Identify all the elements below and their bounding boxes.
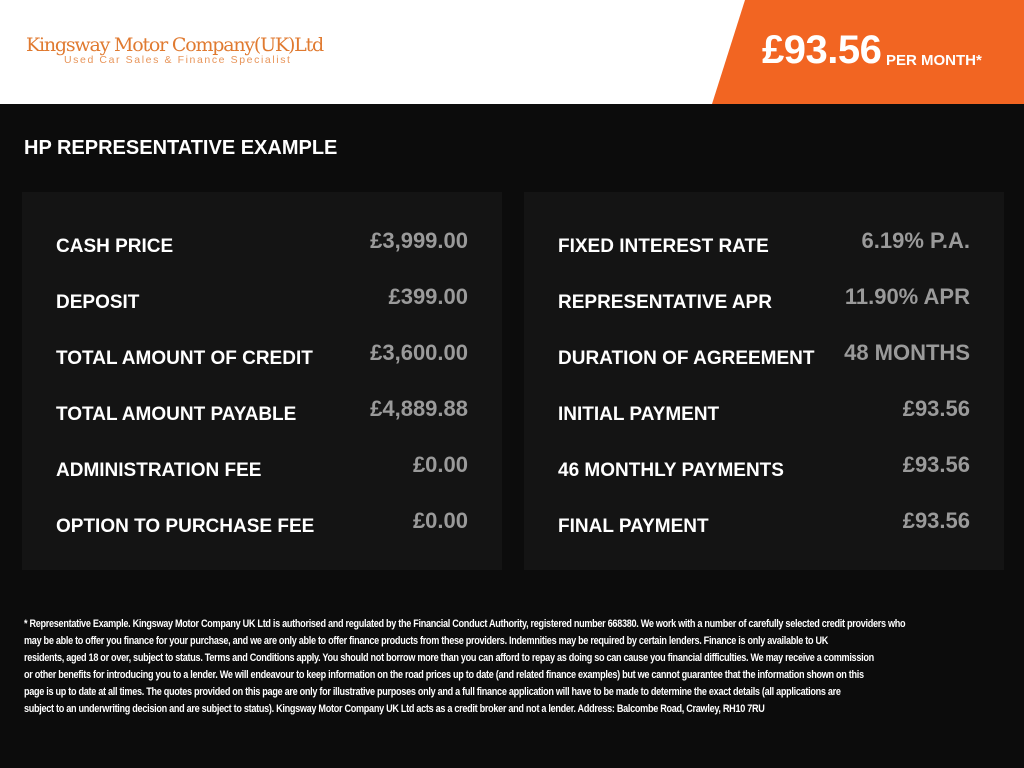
finance-label: TOTAL AMOUNT PAYABLE [56, 404, 297, 425]
finance-value: £399.00 [388, 284, 468, 309]
finance-label: FINAL PAYMENT [558, 516, 709, 537]
monthly-price: £93.56 [762, 28, 882, 72]
finance-value: £93.56 [902, 508, 970, 533]
disclaimer-line: residents, aged 18 or over, subject to s… [24, 652, 874, 664]
finance-row: DURATION OF AGREEMENT 48 MONTHS [558, 340, 970, 370]
finance-value: 6.19% P.A. [861, 228, 970, 253]
finance-value: £3,999.00 [370, 228, 468, 253]
finance-value: £4,889.88 [370, 396, 468, 421]
finance-label: REPRESENTATIVE APR [558, 292, 772, 313]
finance-label: TOTAL AMOUNT OF CREDIT [56, 348, 313, 369]
finance-row: CASH PRICE £3,999.00 [56, 228, 468, 258]
finance-label: DEPOSIT [56, 292, 140, 313]
finance-value: 48 MONTHS [844, 340, 970, 365]
finance-label: DURATION OF AGREEMENT [558, 348, 815, 369]
finance-panel-right: FIXED INTEREST RATE 6.19% P.A. REPRESENTAT… [524, 192, 1004, 570]
finance-row: FINAL PAYMENT £93.56 [558, 508, 970, 538]
logo[interactable]: Kingsway Motor Company(UK)Ltd Used Car S… [26, 34, 324, 66]
disclaimer-line: * Representative Example. Kingsway Motor… [24, 618, 906, 630]
finance-row: OPTION TO PURCHASE FEE £0.00 [56, 508, 468, 538]
disclaimer-line: page is up to date at all times. The quo… [24, 686, 841, 698]
disclaimer-line: or other benefits for introducing you to… [24, 669, 864, 681]
finance-row: FIXED INTEREST RATE 6.19% P.A. [558, 228, 970, 258]
disclaimer-line: subject to an underwriting decision and … [24, 703, 765, 715]
finance-value: £93.56 [902, 396, 970, 421]
finance-row: INITIAL PAYMENT £93.56 [558, 396, 970, 426]
finance-row: TOTAL AMOUNT OF CREDIT £3,600.00 [56, 340, 468, 370]
finance-row: ADMINISTRATION FEE £0.00 [56, 452, 468, 482]
finance-label: INITIAL PAYMENT [558, 404, 720, 425]
finance-row: 46 MONTHLY PAYMENTS £93.56 [558, 452, 970, 482]
finance-panel-left: CASH PRICE £3,999.00 DEPOSIT £399.00 TOTAL A… [22, 192, 502, 570]
finance-label: CASH PRICE [56, 236, 174, 257]
finance-row: TOTAL AMOUNT PAYABLE £4,889.88 [56, 396, 468, 426]
finance-label: OPTION TO PURCHASE FEE [56, 516, 315, 537]
disclaimer: * Representative Example. Kingsway Motor… [24, 616, 1024, 718]
per-month-label: PER MONTH* [886, 52, 982, 69]
header: Kingsway Motor Company(UK)Ltd Used Car S… [0, 0, 1024, 104]
finance-label: ADMINISTRATION FEE [56, 460, 262, 481]
price-banner [712, 0, 1024, 104]
logo-tagline: Used Car Sales & Finance Specialist [64, 54, 292, 66]
finance-row: REPRESENTATIVE APR 11.90% APR [558, 284, 970, 314]
finance-value: 11.90% APR [844, 284, 970, 309]
finance-value: £93.56 [902, 452, 970, 477]
finance-row: DEPOSIT £399.00 [56, 284, 468, 314]
finance-value: £0.00 [412, 508, 468, 533]
finance-value: £3,600.00 [370, 340, 468, 365]
finance-label: FIXED INTEREST RATE [558, 236, 769, 257]
disclaimer-line: may be able to offer you finance for you… [24, 635, 829, 647]
finance-value: £0.00 [412, 452, 468, 477]
section-title: HP REPRESENTATIVE EXAMPLE [24, 137, 338, 159]
finance-label: 46 MONTHLY PAYMENTS [558, 460, 784, 481]
logo-name: Kingsway Motor Company(UK)Ltd [26, 34, 324, 56]
